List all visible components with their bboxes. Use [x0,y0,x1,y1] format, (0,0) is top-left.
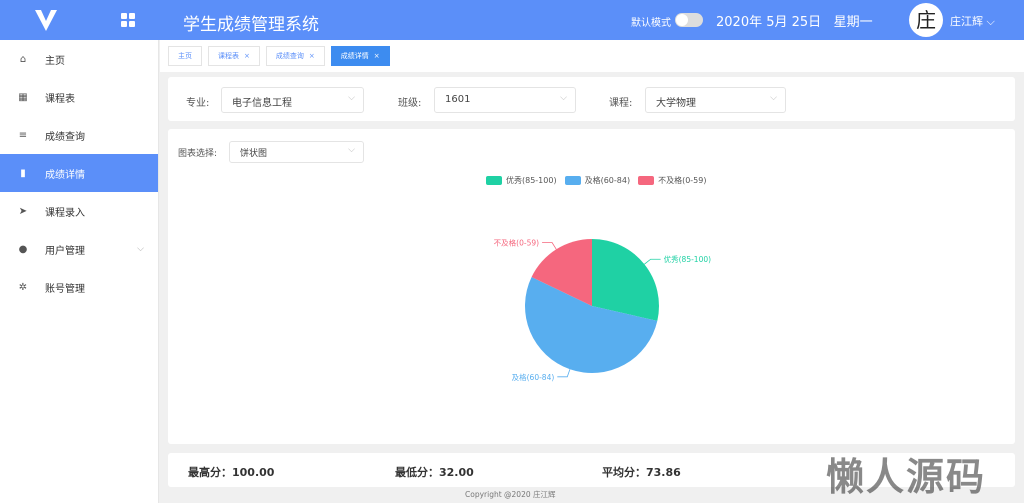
menu-grid-icon[interactable] [121,13,135,27]
slice-label: 不及格(0-59) [494,238,539,248]
chevron-down-icon: ⌵ [348,93,355,103]
stats-card [168,453,1015,487]
sidebar-item-label: 主页 [45,55,65,67]
filter-card [168,77,1015,121]
class-label: 班级: [398,98,422,109]
grid-icon: ▦ [18,91,28,103]
sidebar-item-course-entry[interactable]: ➤ 课程录入 [0,192,158,230]
home-icon: ⌂ [19,53,27,65]
sidebar-item-label: 成绩查询 [45,131,85,143]
legend-label: 不及格(0-59) [658,176,707,185]
sidebar-item-account[interactable]: ✲ 账号管理 [0,268,158,306]
user-name: 庄江辉 [950,15,983,28]
tab-label: 主页 [178,52,192,60]
sidebar-item-score-query[interactable]: ≡ 成绩查询 [0,116,158,154]
chevron-down-icon: ⌵ [770,93,777,103]
tab-label: 成绩详情 [340,52,369,60]
major-select[interactable]: 电子信息工程 ⌵ [221,87,364,113]
major-value: 电子信息工程 [232,98,292,109]
top-header: 学生成绩管理系统 默认模式 2020年 5月 25日 星期一 庄 庄江辉 ⌵ [0,0,1024,40]
legend-item[interactable]: 优秀(85-100) [486,175,557,186]
class-value: 1601 [445,94,471,105]
tab-schedule[interactable]: 课程表 × [208,46,260,66]
mode-toggle[interactable] [675,13,703,27]
min-score: 最低分：32.00 [395,466,474,479]
app-title: 学生成绩管理系统 [183,15,319,35]
gear-icon: ✲ [18,281,28,293]
avg-score: 平均分：73.86 [602,466,681,479]
chart-select-label: 图表选择: [178,149,218,159]
mode-label: 默认模式 [631,18,671,29]
sidebar: ⌂ 主页 ▦ 课程表 ≡ 成绩查询 ▮ 成绩详情 ➤ 课程录入 ● 用户管理 ⌵ ✲ 账号管理 [0,40,159,503]
tab-home[interactable]: 主页 [168,46,202,66]
label-line [542,242,557,250]
legend-label: 及格(60-84) [584,176,631,185]
legend-swatch [638,176,655,185]
pie-chart: 优秀(85-100) 及格(60-84) 不及格(0-59) [494,238,711,382]
sidebar-item-schedule[interactable]: ▦ 课程表 [0,78,158,116]
date-display: 2020年 5月 25日 星期一 [716,11,873,30]
sidebar-item-label: 账号管理 [45,283,85,295]
legend-item[interactable]: 不及格(0-59) [638,175,706,186]
tab-label: 成绩查询 [275,52,304,60]
tab-score-detail[interactable]: 成绩详情 × [330,46,390,66]
chevron-down-icon: ⌵ [137,244,144,254]
close-icon[interactable]: × [308,52,315,60]
sidebar-item-label: 用户管理 [45,245,85,257]
class-select[interactable]: 1601 ⌵ [434,87,576,113]
logo-icon [35,10,57,31]
watermark: 懒人源码 [826,455,987,499]
max-score: 最高分：100.00 [188,466,275,479]
course-value: 大学物理 [656,98,696,109]
copyright: Copyright @2020 庄江辉 [465,490,556,499]
major-label: 专业: [186,98,210,109]
legend-label: 优秀(85-100) [506,176,557,185]
tab-bar: 主页 课程表 × 成绩查询 × 成绩详情 × [160,40,1024,72]
chevron-down-icon: ⌵ [348,145,355,155]
list-icon: ≡ [18,129,28,141]
course-select[interactable]: 大学物理 ⌵ [645,87,786,113]
sidebar-item-label: 课程录入 [45,207,85,219]
sidebar-item-label: 课程表 [45,93,75,105]
label-line [557,369,571,378]
sidebar-item-label: 成绩详情 [45,169,85,181]
chart-type-value: 饼状图 [240,149,268,159]
slice-label: 优秀(85-100) [664,254,711,264]
legend-item[interactable]: 及格(60-84) [564,175,631,186]
bar-chart-icon: ▮ [20,167,26,179]
pie-slice[interactable] [525,277,658,373]
weekday: 星期一 [833,15,873,30]
user-menu[interactable]: 庄江辉 ⌵ [950,13,995,29]
send-icon: ➤ [18,205,28,217]
close-icon[interactable]: × [244,52,250,60]
legend-swatch [564,176,581,185]
legend-swatch [486,176,502,185]
user-icon: ● [18,243,28,255]
pie-slice[interactable] [592,239,659,321]
chart-legend: 优秀(85-100) 及格(60-84) 不及格(0-59) [486,175,706,186]
sidebar-item-user-management[interactable]: ● 用户管理 ⌵ [0,230,158,268]
slice-label: 及格(60-84) [512,372,555,382]
sidebar-item-home[interactable]: ⌂ 主页 [0,40,158,78]
pie-slice[interactable] [531,239,592,306]
avatar[interactable]: 庄 [909,3,943,37]
tab-label: 课程表 [218,52,239,60]
close-icon[interactable]: × [373,52,380,60]
date: 2020年 5月 25日 [716,15,822,30]
chevron-down-icon: ⌵ [560,93,567,103]
tab-score-query[interactable]: 成绩查询 × [265,46,325,66]
chart-type-select[interactable]: 饼状图 ⌵ [229,141,364,163]
chevron-down-icon: ⌵ [986,15,995,28]
course-label: 课程: [609,98,633,109]
sidebar-item-score-detail[interactable]: ▮ 成绩详情 [0,154,158,192]
label-line [644,258,661,265]
